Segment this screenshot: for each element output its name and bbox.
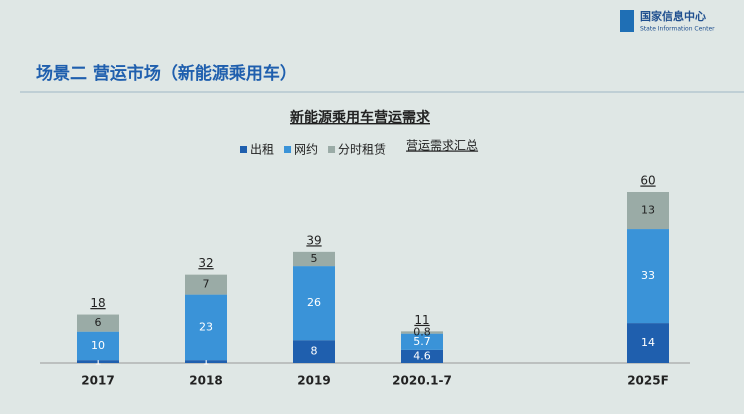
value-label: 1 [203, 355, 210, 368]
bar-segment [185, 274, 227, 295]
value-label: 8 [311, 345, 318, 358]
bar-segment [627, 192, 669, 230]
bar-segment [627, 229, 669, 324]
bar-segment [401, 349, 443, 363]
value-label: 0.8 [413, 326, 431, 339]
chart-title: 新能源乘用车营运需求 [290, 109, 431, 126]
legend-swatch [328, 146, 336, 153]
x-tick-label: 2019 [297, 374, 330, 388]
bar-segment [627, 323, 669, 363]
total-label: 11 [414, 313, 429, 327]
total-label: 32 [198, 256, 213, 270]
bar-segment [293, 251, 335, 267]
legend-label: 网约 [294, 142, 318, 157]
bar-segment [185, 294, 227, 361]
legend-swatch [284, 146, 292, 153]
total-label: 18 [90, 296, 105, 310]
x-tick-label: 2020.1-7 [392, 374, 452, 388]
value-label: 4.6 [413, 349, 431, 362]
bar-segment [77, 360, 119, 363]
bar-segment [293, 266, 335, 341]
bar-segment [401, 333, 443, 350]
x-tick-label: 2018 [189, 374, 222, 388]
x-tick-label: 2025F [627, 374, 669, 388]
legend-total: 营运需求汇总 [406, 139, 478, 153]
page-title: 场景二 营运市场（新能源乘用车） [36, 63, 297, 84]
value-label: 6 [95, 316, 102, 329]
bar-segment [185, 360, 227, 363]
logo-en: State Information Center [640, 26, 715, 33]
total-label: 39 [306, 233, 321, 247]
value-label: 7 [203, 278, 210, 291]
logo-cn: 国家信息中心 [640, 9, 706, 23]
value-label: 23 [199, 320, 213, 333]
bar-segment [401, 331, 443, 334]
logo-icon [620, 10, 634, 32]
value-label: 33 [641, 269, 655, 282]
legend-swatch [240, 146, 247, 153]
value-label: 5 [311, 252, 318, 265]
value-label: 5.7 [413, 335, 431, 348]
value-label: 26 [307, 296, 321, 309]
legend-label: 分时租赁 [338, 143, 386, 157]
bar-segment [77, 331, 119, 361]
bar-segment [77, 314, 119, 332]
value-label: 13 [641, 204, 655, 217]
value-label: 10 [91, 339, 105, 352]
total-label: 60 [640, 174, 655, 188]
bar-segment [293, 340, 335, 363]
legend-label: 出租 [250, 143, 274, 157]
value-label: 14 [641, 336, 655, 349]
x-tick-label: 2017 [81, 374, 114, 388]
value-label: 1 [95, 355, 102, 368]
